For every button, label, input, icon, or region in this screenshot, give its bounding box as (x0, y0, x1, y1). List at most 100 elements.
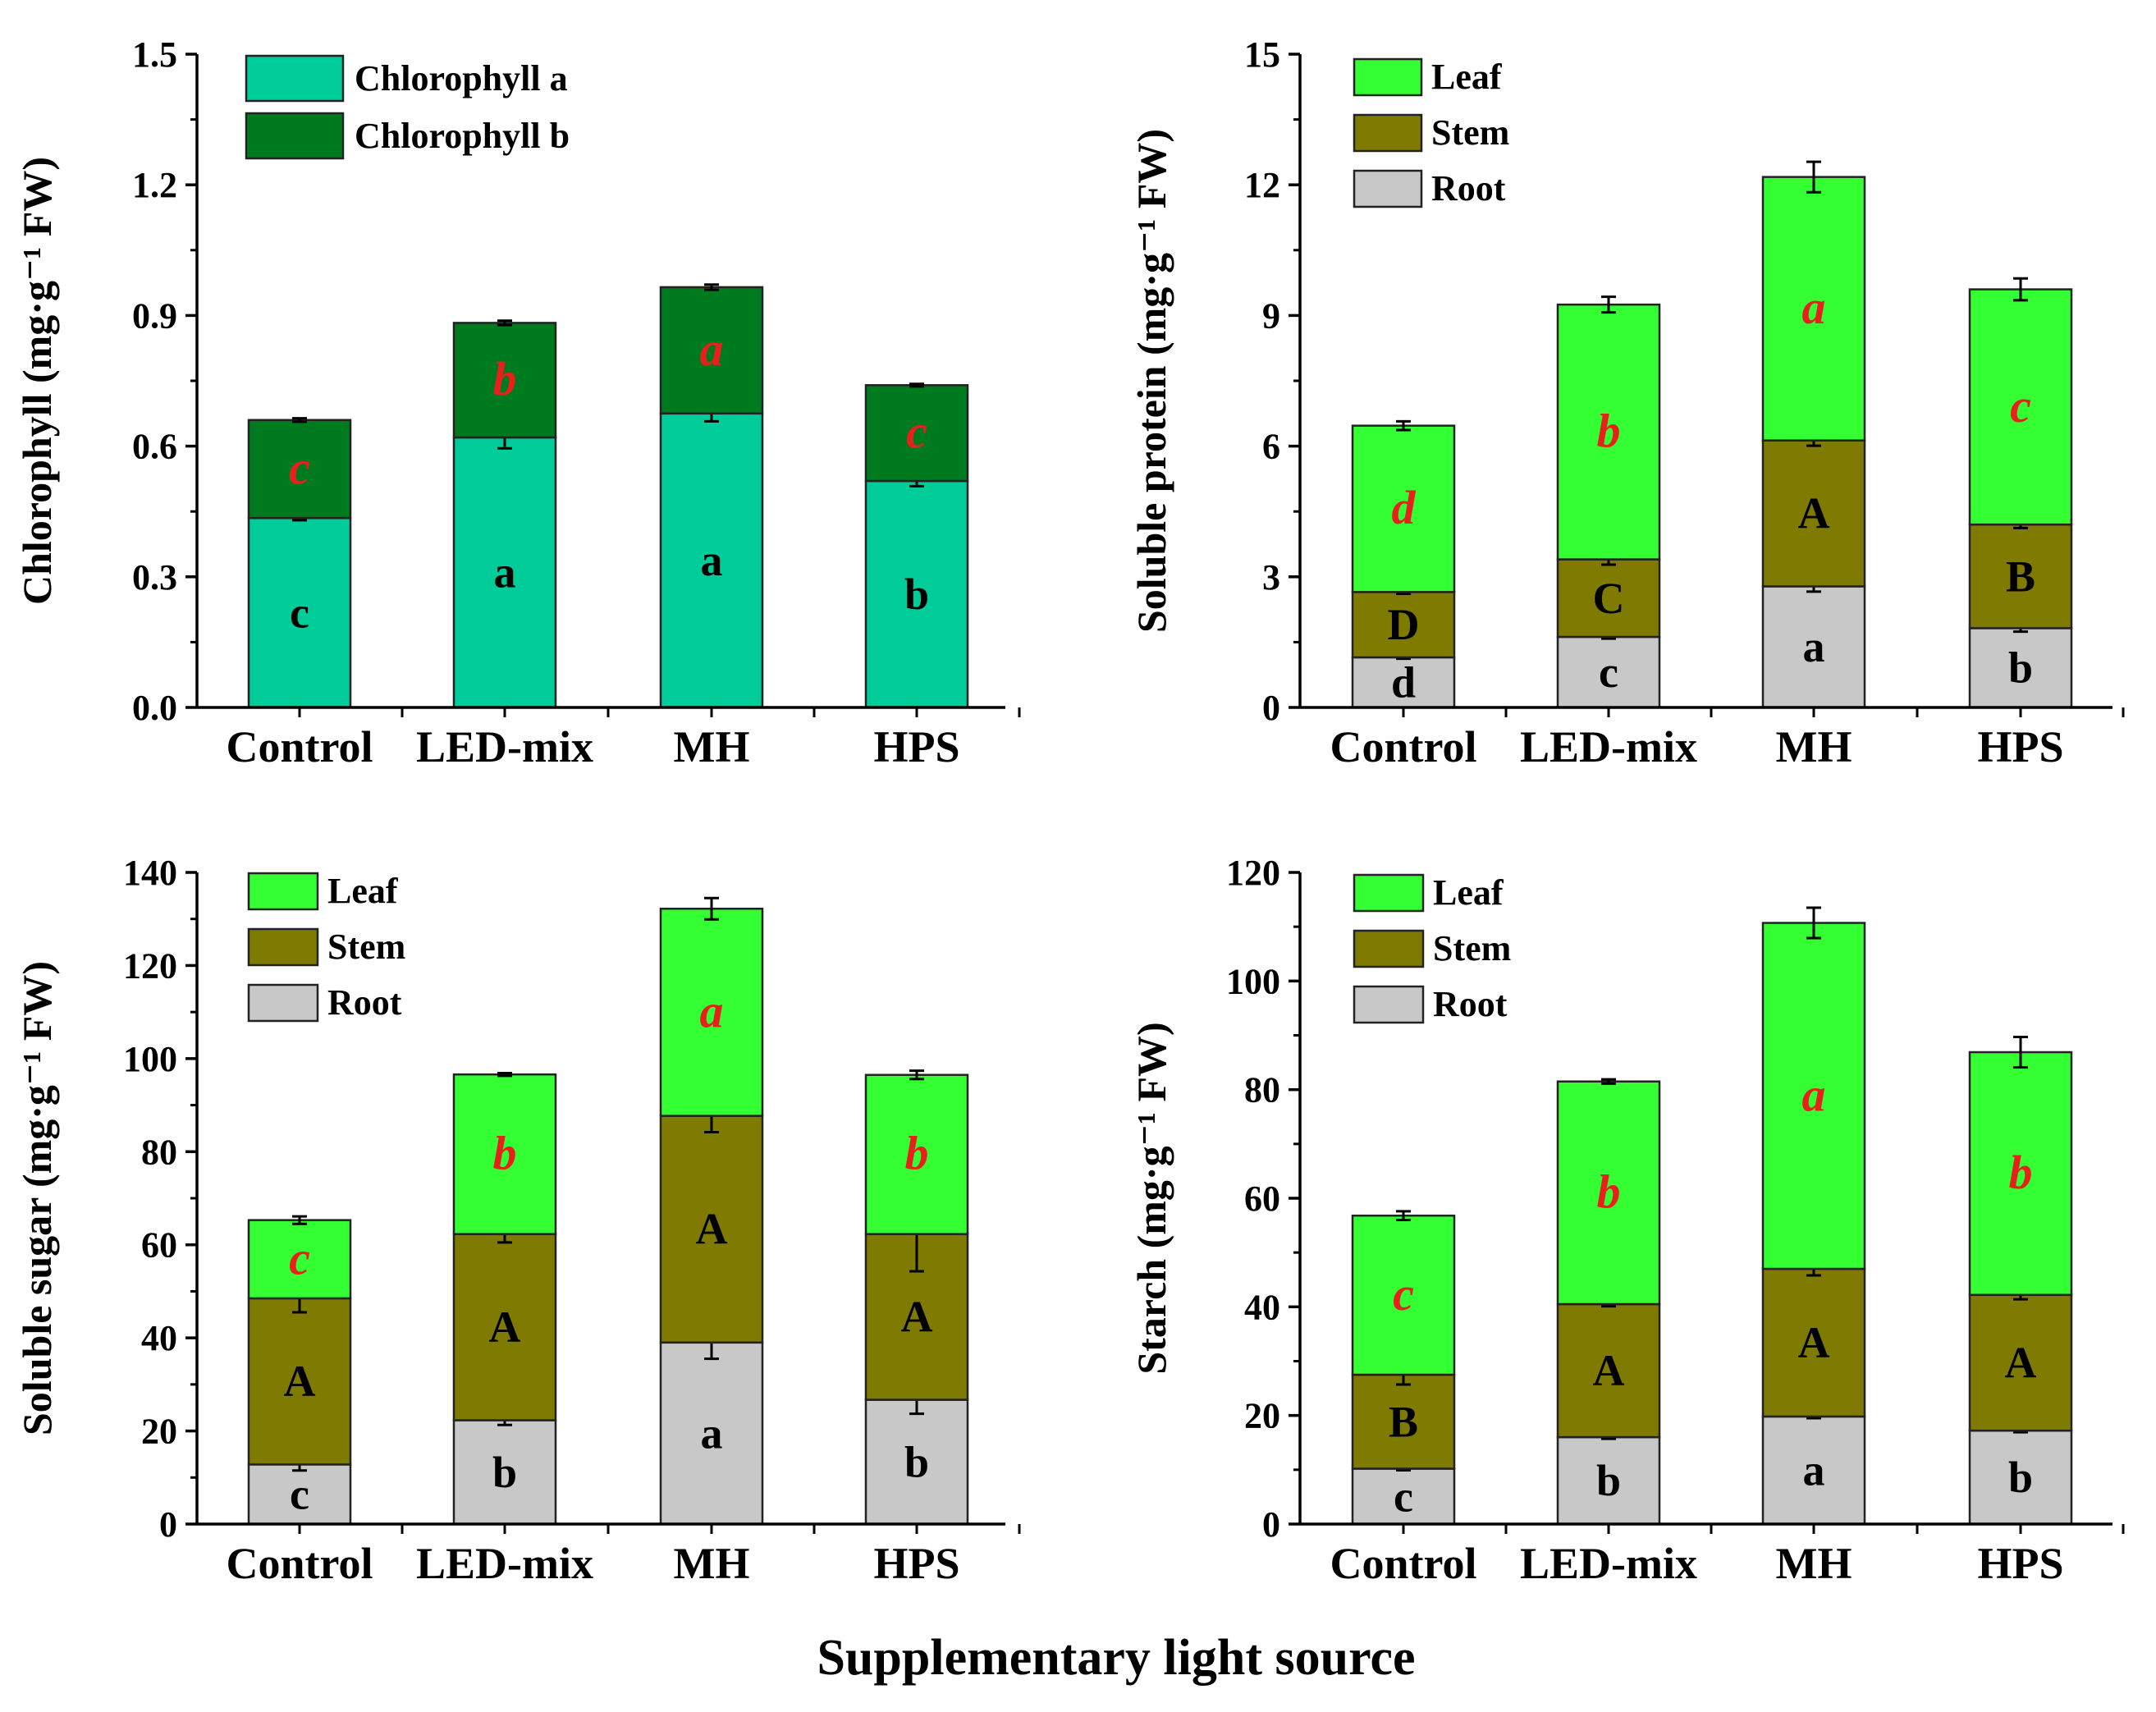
y-tick-label: 20 (1244, 1396, 1280, 1436)
bar-stem (1556, 558, 1661, 639)
chart-panel-3: c b a b A A A Ac b a b 0 20 40 60 80 100 120 140 Control LED… (14, 853, 1021, 1588)
y-tick-label: 9 (1262, 295, 1280, 336)
significance-letter: b (2008, 643, 2033, 693)
bar-leaf (659, 907, 764, 1117)
significance-letter: a (701, 536, 723, 585)
x-tick-label: HPS (1977, 1539, 2063, 1588)
y-tick-label: 120 (1226, 853, 1280, 893)
significance-letter: d (1391, 657, 1416, 707)
significance-letter: b (493, 1126, 517, 1179)
chart-panel-2: d c a b D C A Bd b a c 0 3 6 9 12 15 Control LED-mix MH HPS S… (1128, 34, 2125, 771)
significance-letter: c (290, 1470, 309, 1519)
chart-panel-4: c b a b B A A Ac b a b 0 20 40 60 80 100 120 Control LED-mi… (1128, 853, 2125, 1588)
y-tick-label: 0.6 (132, 427, 177, 467)
x-tick-label: Control (1330, 1539, 1476, 1588)
y-axis-label: Soluble protein (mg·g⁻¹ FW) (1128, 129, 1174, 633)
significance-letter: B (1389, 1397, 1418, 1446)
legend-label: Leaf (1433, 872, 1504, 913)
significance-letter: d (1392, 481, 1417, 534)
y-axis-label: Soluble sugar (mg·g⁻¹ FW) (14, 961, 60, 1435)
legend-label: Leaf (327, 871, 399, 911)
bar-stem (1556, 1302, 1661, 1439)
bar-stem (1761, 439, 1866, 588)
x-tick-label: LED-mix (416, 1539, 593, 1588)
significance-letter: A (1798, 489, 1830, 538)
significance-letter: a (1802, 281, 1826, 334)
bar-chlorophyll-b (864, 384, 969, 483)
legend-swatch (1353, 873, 1425, 913)
x-tick-label: HPS (1977, 722, 2063, 771)
bar-stem (659, 1115, 764, 1344)
x-tick-label: LED-mix (416, 722, 593, 771)
significance-letter: a (1803, 622, 1825, 671)
y-tick-label: 40 (141, 1318, 177, 1358)
x-tick-label: MH (1776, 1539, 1852, 1588)
legend-label: Stem (327, 927, 405, 967)
y-axis-label: Chlorophyll (mg·g⁻¹ FW) (14, 157, 60, 605)
bar-leaf (1968, 288, 2073, 526)
legend-label: Root (327, 982, 402, 1023)
legend-label: Stem (1431, 112, 1509, 153)
significance-letter: c (289, 1231, 310, 1284)
bar-chlorophyll-b (247, 419, 352, 520)
significance-letter: C (1593, 574, 1625, 623)
significance-letter: A (696, 1205, 728, 1254)
significance-letter: a (700, 323, 724, 376)
x-tick-label: MH (674, 722, 750, 771)
legend-swatch (245, 112, 345, 160)
x-tick-label: HPS (873, 722, 959, 771)
y-tick-label: 0 (1262, 688, 1280, 728)
bar-stem (247, 1297, 352, 1466)
y-tick-label: 80 (141, 1132, 177, 1172)
significance-letter: A (2005, 1338, 2037, 1387)
significance-letter: a (701, 1408, 723, 1458)
significance-letter: A (489, 1302, 521, 1352)
x-tick-label: Control (226, 1539, 373, 1588)
x-tick-label: LED-mix (1520, 722, 1697, 771)
y-tick-label: 0.3 (132, 557, 177, 597)
legend-swatch (1353, 169, 1423, 208)
legend-swatch (245, 54, 345, 103)
y-tick-label: 0 (1262, 1504, 1280, 1545)
legend-swatch (247, 872, 319, 911)
y-tick-label: 100 (123, 1039, 177, 1079)
bar-chlorophyll-b (452, 322, 557, 439)
y-tick-label: 60 (141, 1225, 177, 1266)
significance-letter: c (906, 405, 927, 459)
bar-stem (452, 1233, 557, 1421)
significance-letter: c (290, 588, 309, 638)
bar-root (1556, 635, 1661, 709)
significance-letter: A (1593, 1346, 1625, 1395)
significance-letter: A (901, 1293, 933, 1342)
legend-swatch (1353, 929, 1425, 968)
legend-label: Chlorophyll a (355, 58, 568, 98)
bar-stem (1968, 523, 2073, 629)
legend-label: Chlorophyll b (355, 116, 570, 156)
legend-swatch (247, 927, 319, 967)
significance-letter: c (1599, 648, 1618, 697)
significance-letter: b (1596, 1456, 1621, 1505)
x-tick-label: MH (674, 1539, 750, 1588)
significance-letter: a (494, 547, 516, 597)
y-tick-label: 0.0 (132, 688, 177, 728)
bar-root (452, 1419, 557, 1526)
y-tick-label: 40 (1244, 1287, 1280, 1327)
significance-letter: b (2009, 1146, 2033, 1199)
x-tick-label: Control (1330, 722, 1476, 771)
significance-letter: b (905, 1127, 929, 1180)
y-tick-label: 1.2 (132, 165, 177, 205)
significance-letter: a (1802, 1068, 1826, 1121)
significance-letter: D (1388, 600, 1420, 649)
significance-letter: b (493, 352, 517, 405)
bar-root (1968, 1429, 2073, 1526)
chart-panel-1: c a a b c b a c 0.0 0.3 0.6 0.9 1.2 1.5 Control LED-mix… (14, 34, 1021, 771)
y-axis-label: Starch (mg·g⁻¹ FW) (1128, 1022, 1174, 1374)
significance-letter: c (2010, 379, 2031, 433)
bar-leaf (864, 1073, 969, 1235)
significance-letter: b (904, 570, 929, 619)
bar-chlorophyll-b (659, 286, 764, 415)
bar-chlorophyll-a (659, 412, 764, 709)
y-tick-label: 12 (1244, 165, 1280, 205)
x-tick-label: MH (1776, 722, 1852, 771)
